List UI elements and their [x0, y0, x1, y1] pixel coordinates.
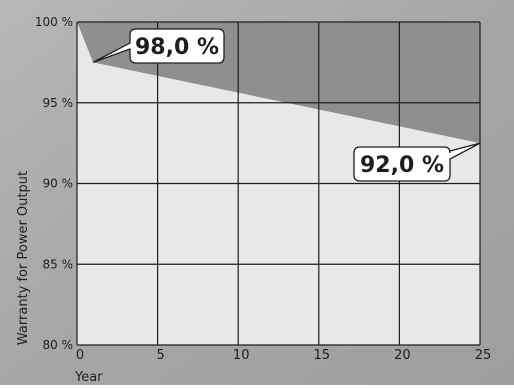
y-tick-label: 85 % — [43, 257, 74, 271]
annotation-label: 98,0 % — [135, 35, 219, 60]
x-tick-label: 15 — [314, 348, 331, 363]
y-tick-label: 100 % — [35, 15, 73, 29]
x-tick-label: 25 — [475, 348, 492, 363]
x-tick-label: 20 — [394, 348, 411, 363]
annotation-label: 92,0 % — [360, 153, 444, 178]
y-axis-ticks: 80 % 85 % 90 % 95 % 100 % — [35, 15, 73, 352]
x-tick-label: 0 — [76, 348, 84, 363]
x-axis-ticks: 0 5 10 15 20 25 — [76, 348, 491, 363]
annotation-callout — [92, 28, 225, 64]
grid — [76, 21, 481, 346]
y-tick-label: 80 % — [43, 338, 74, 352]
x-tick-label: 5 — [156, 348, 164, 363]
x-tick-label: 10 — [233, 348, 250, 363]
y-tick-label: 90 % — [43, 177, 74, 191]
annotations: 98,0 % 92,0 % — [92, 28, 481, 182]
x-axis-label: Year — [74, 370, 103, 385]
annotation-callout — [353, 142, 481, 182]
y-axis-label: Warranty for Power Output — [16, 171, 31, 345]
y-tick-label: 95 % — [43, 96, 74, 110]
